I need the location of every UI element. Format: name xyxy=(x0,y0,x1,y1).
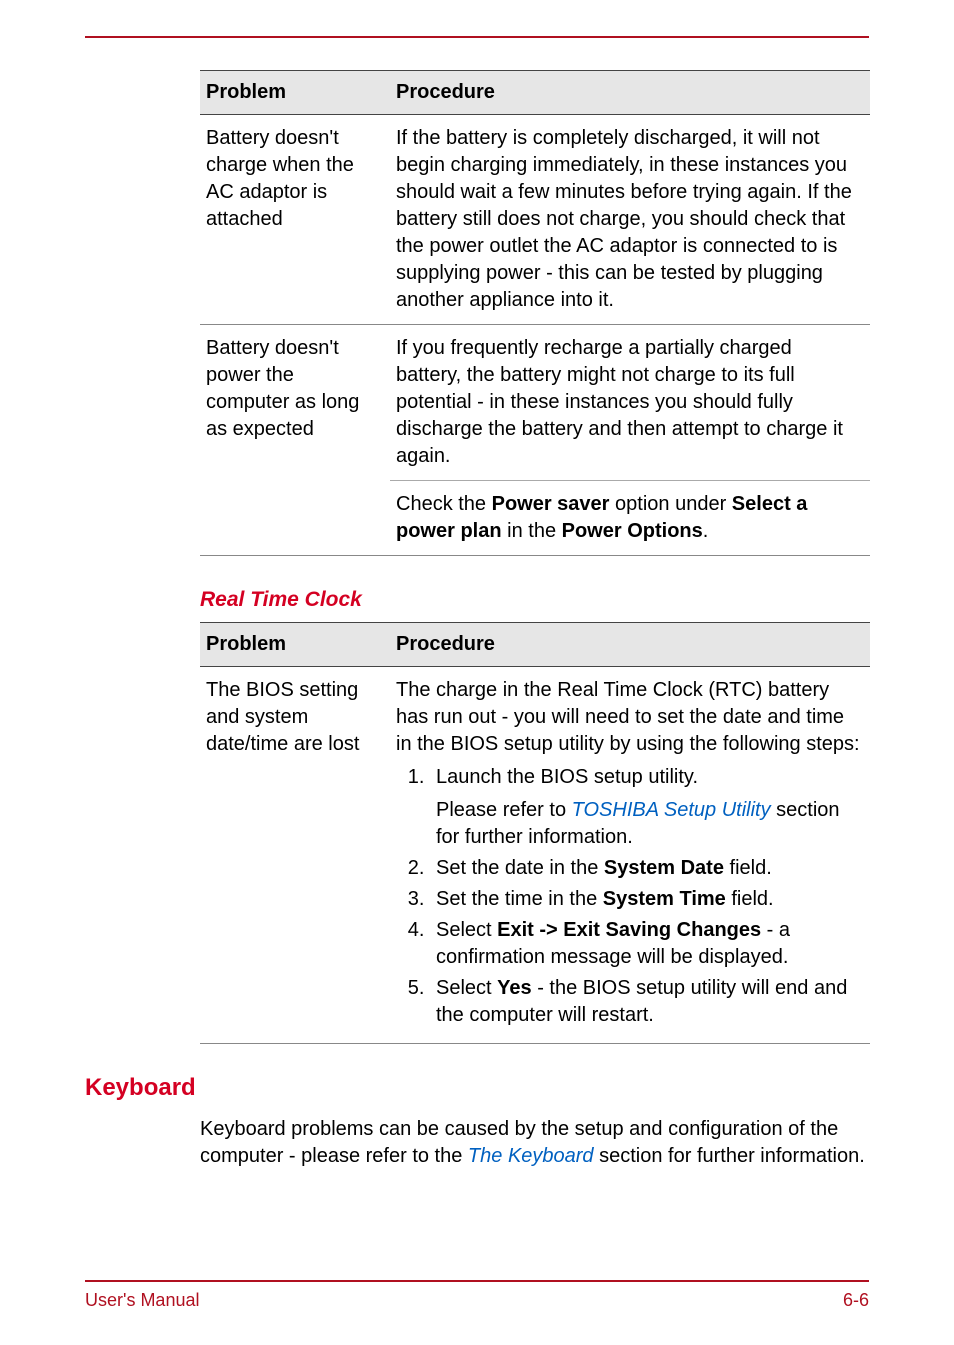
procedure-cell: If you frequently recharge a partially c… xyxy=(390,325,870,481)
text: Check the xyxy=(396,493,492,515)
keyboard-heading: Keyboard xyxy=(85,1074,870,1102)
bold-text: Power Options xyxy=(562,520,703,542)
rtc-table: Problem Procedure The BIOS setting and s… xyxy=(200,622,870,1044)
battery-problems-table: Problem Procedure Battery doesn't charge… xyxy=(200,70,870,556)
text: Please refer to xyxy=(436,799,572,821)
text: field. xyxy=(724,857,772,879)
procedure-cell: If the battery is completely discharged,… xyxy=(390,115,870,325)
list-item: Select Yes - the BIOS setup utility will… xyxy=(430,975,860,1029)
procedure-cell: Check the Power saver option under Selec… xyxy=(390,481,870,556)
list-item: Set the time in the System Time field. xyxy=(430,886,860,913)
rtc-heading: Real Time Clock xyxy=(200,588,870,612)
text: Set the time in the xyxy=(436,888,603,910)
footer-rule xyxy=(85,1280,869,1282)
keyboard-paragraph: Keyboard problems can be caused by the s… xyxy=(200,1116,870,1170)
step-text: Launch the BIOS setup utility. xyxy=(436,766,698,788)
text: option under xyxy=(609,493,731,515)
list-item: Launch the BIOS setup utility. Please re… xyxy=(430,764,860,851)
bold-text: Exit -> Exit Saving Changes xyxy=(497,919,761,941)
text: Select xyxy=(436,919,497,941)
text: Select xyxy=(436,977,497,999)
footer-left: User's Manual xyxy=(85,1290,199,1311)
text: in the xyxy=(502,520,562,542)
text: field. xyxy=(726,888,774,910)
page-content: Problem Procedure Battery doesn't charge… xyxy=(200,70,870,1170)
table-row: The BIOS setting and system date/time ar… xyxy=(200,667,870,1044)
bold-text: System Date xyxy=(604,857,724,879)
problem-cell: The BIOS setting and system date/time ar… xyxy=(200,667,390,1044)
bold-text: Yes xyxy=(497,977,531,999)
text: Set the date in the xyxy=(436,857,604,879)
toshiba-setup-utility-link[interactable]: TOSHIBA Setup Utility xyxy=(572,799,771,821)
col-header-problem: Problem xyxy=(200,623,390,667)
col-header-problem: Problem xyxy=(200,71,390,115)
list-item: Set the date in the System Date field. xyxy=(430,855,860,882)
rtc-intro: The charge in the Real Time Clock (RTC) … xyxy=(396,677,860,758)
rtc-steps: Launch the BIOS setup utility. Please re… xyxy=(396,764,860,1029)
list-item: Select Exit -> Exit Saving Changes - a c… xyxy=(430,917,860,971)
refer-block: Please refer to TOSHIBA Setup Utility se… xyxy=(436,797,860,851)
procedure-cell: The charge in the Real Time Clock (RTC) … xyxy=(390,667,870,1044)
bold-text: Power saver xyxy=(492,493,610,515)
text: section for further information. xyxy=(594,1145,865,1167)
page-footer: User's Manual 6-6 xyxy=(85,1280,869,1311)
top-rule xyxy=(85,36,869,38)
the-keyboard-link[interactable]: The Keyboard xyxy=(468,1145,594,1167)
table-row: Battery doesn't charge when the AC adapt… xyxy=(200,115,870,325)
problem-cell: Battery doesn't charge when the AC adapt… xyxy=(200,115,390,325)
col-header-procedure: Procedure xyxy=(390,623,870,667)
col-header-procedure: Procedure xyxy=(390,71,870,115)
footer-right: 6-6 xyxy=(843,1290,869,1311)
bold-text: System Time xyxy=(603,888,726,910)
problem-cell: Battery doesn't power the computer as lo… xyxy=(200,325,390,556)
text: . xyxy=(703,520,709,542)
table-row: Battery doesn't power the computer as lo… xyxy=(200,325,870,481)
